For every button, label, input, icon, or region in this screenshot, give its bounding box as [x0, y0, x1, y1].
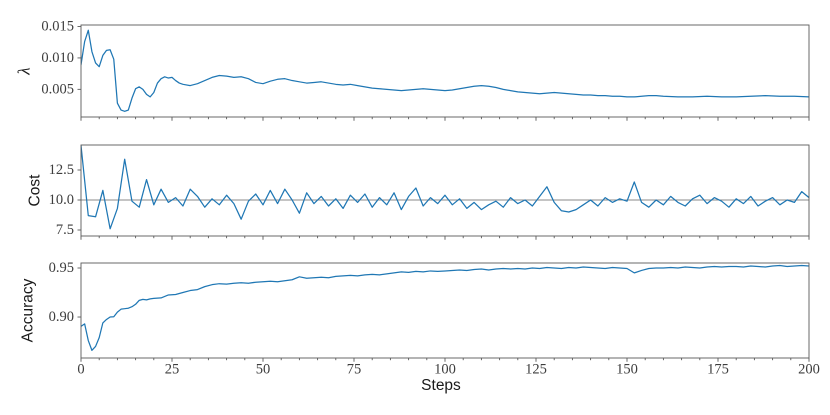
cost-ytick-label: 12.5 — [49, 162, 74, 178]
accuracy-xtick-label: 125 — [525, 362, 547, 378]
accuracy-xtick-label: 150 — [616, 362, 638, 378]
accuracy-ytick-label: 0.90 — [49, 309, 74, 325]
accuracy-panel: 0.90 0.95 0 25 50 75 100 125 150 175 200 Accuracy St… — [20, 260, 820, 394]
accuracy-xtick-label: 100 — [434, 362, 456, 378]
accuracy-xlabel: Steps — [421, 377, 461, 394]
cost-panel: 7.5 10.0 12.5 Cost — [27, 144, 810, 240]
lambda-ytick-label: 0.015 — [41, 19, 74, 35]
accuracy-xtick-label: 175 — [707, 362, 729, 378]
cost-ytick-label: 7.5 — [56, 222, 74, 238]
lambda-ytick-label: 0.010 — [41, 50, 74, 66]
accuracy-ylabel: Accuracy — [20, 278, 37, 342]
accuracy-line — [81, 264, 809, 351]
accuracy-xtick-label: 0 — [77, 362, 84, 378]
cost-ytick-label: 10.0 — [49, 192, 74, 208]
lambda-panel: 0.005 0.010 0.015 λ — [15, 19, 810, 121]
cost-line — [81, 145, 809, 230]
lambda-ylabel: λ — [15, 67, 34, 75]
lambda-spines — [80, 24, 810, 118]
accuracy-ytick-label: 0.95 — [49, 260, 74, 276]
cost-ylabel: Cost — [27, 174, 44, 207]
accuracy-xtick-label: 25 — [165, 362, 180, 378]
accuracy-spines — [80, 262, 810, 359]
lambda-line — [81, 29, 809, 112]
lambda-ytick-label: 0.005 — [41, 81, 74, 97]
accuracy-xtick-label: 75 — [347, 362, 362, 378]
accuracy-xtick-label: 200 — [798, 362, 820, 378]
accuracy-xtick-label: 50 — [256, 362, 271, 378]
